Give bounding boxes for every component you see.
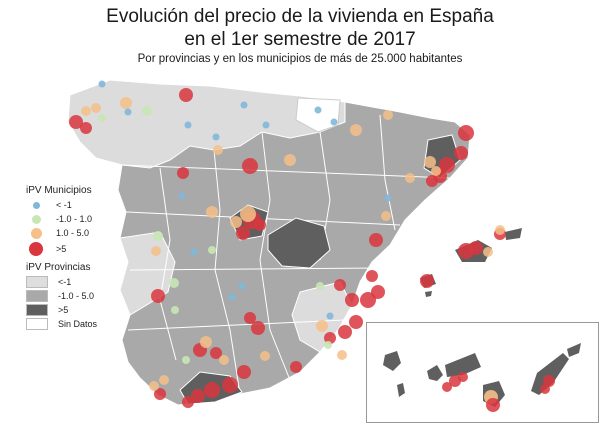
legend-provincias-row: Sin Datos xyxy=(26,317,97,331)
legend-label: >5 xyxy=(56,244,67,254)
canary-islands-inset xyxy=(366,322,599,423)
legend-municipios: iPV Municipios < -1 -1.0 - 1.0 1.0 - 5.0… xyxy=(26,185,92,258)
legend-label: 1.0 - 5.0 xyxy=(56,228,90,238)
legend-dot-blue xyxy=(32,201,40,209)
legend-provincias-title: iPV Provincias xyxy=(26,262,91,273)
legend-dot-orange xyxy=(30,227,42,239)
legend-swatch-nodata xyxy=(26,318,48,330)
map-title-line-2: en el 1er semestre de 2017 xyxy=(184,29,416,50)
legend-swatch-light xyxy=(26,276,48,288)
legend-municipios-row: -1.0 - 1.0 xyxy=(26,212,92,226)
municipality-points xyxy=(69,80,506,408)
canary-points xyxy=(442,372,555,412)
legend-municipios-title: iPV Municipios xyxy=(26,185,92,196)
legend-label: -1.0 - 1.0 xyxy=(56,214,93,224)
legend-label: <-1 xyxy=(58,277,72,287)
legend-municipios-row: >5 xyxy=(26,240,92,258)
map-title-line-1: Evolución del precio de la vivienda en E… xyxy=(106,6,494,27)
legend-swatch-medium xyxy=(26,290,48,302)
legend-label: >5 xyxy=(58,305,69,315)
legend-provincias: iPV Provincias <-1 -1.0 - 5.0 >5 Sin Dat… xyxy=(26,262,97,331)
formentera xyxy=(425,291,432,297)
canary-islands xyxy=(383,343,581,407)
menorca xyxy=(505,228,522,240)
legend-label: Sin Datos xyxy=(58,319,98,329)
legend-label: -1.0 - 5.0 xyxy=(58,291,95,301)
canary-islands-map xyxy=(383,343,581,412)
legend-label: < -1 xyxy=(56,200,72,210)
cuenca-province xyxy=(267,217,331,269)
map-subtitle: Por provincias y en los municipios de má… xyxy=(137,53,463,65)
no-data-province xyxy=(295,97,341,133)
legend-swatch-dark xyxy=(26,304,48,316)
legend-dot-green xyxy=(31,214,41,224)
legend-provincias-row: <-1 xyxy=(26,275,97,289)
legend-provincias-row: -1.0 - 5.0 xyxy=(26,289,97,303)
legend-municipios-row: < -1 xyxy=(26,198,92,212)
legend-dot-red xyxy=(29,242,43,256)
legend-municipios-row: 1.0 - 5.0 xyxy=(26,226,92,240)
legend-provincias-row: >5 xyxy=(26,303,97,317)
